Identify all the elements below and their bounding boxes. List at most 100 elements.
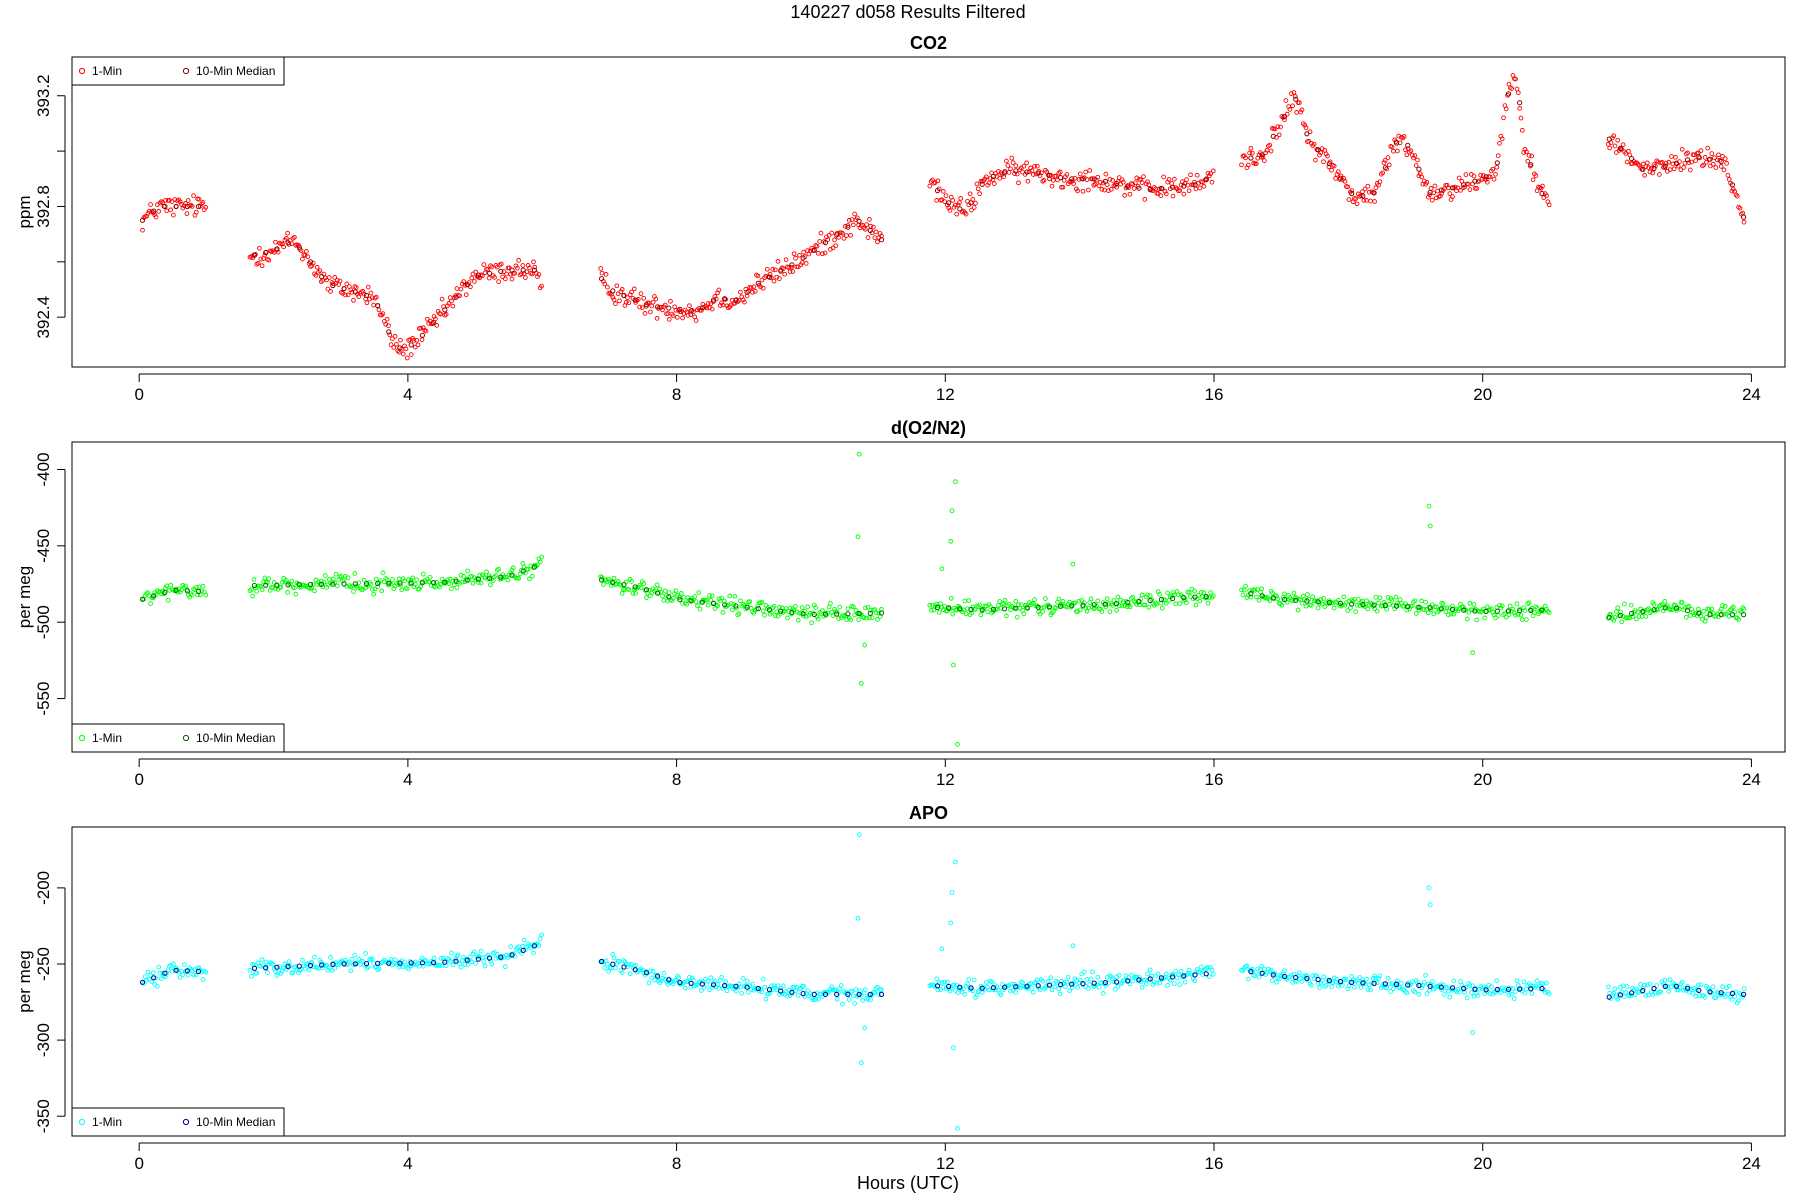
data-point bbox=[1438, 982, 1443, 987]
data-point bbox=[1253, 161, 1259, 166]
data-point bbox=[1413, 163, 1419, 168]
data-point bbox=[1720, 984, 1725, 989]
data-point bbox=[1119, 603, 1125, 609]
data-point bbox=[259, 587, 265, 593]
median-point bbox=[766, 607, 773, 613]
data-point bbox=[774, 609, 780, 615]
data-point bbox=[1173, 601, 1179, 607]
median-point bbox=[1438, 187, 1444, 193]
data-point bbox=[1644, 160, 1650, 166]
data-point bbox=[625, 295, 630, 300]
data-point bbox=[1695, 982, 1701, 988]
data-point bbox=[1709, 151, 1715, 156]
data-point bbox=[1040, 978, 1046, 984]
median-point bbox=[1539, 985, 1545, 992]
median-point bbox=[195, 588, 202, 595]
data-point bbox=[1012, 171, 1017, 176]
data-point bbox=[1705, 145, 1711, 151]
data-point bbox=[1646, 165, 1651, 170]
data-point bbox=[188, 591, 194, 597]
median-point bbox=[632, 967, 638, 973]
median-point bbox=[184, 588, 190, 594]
data-point bbox=[259, 263, 265, 269]
data-point bbox=[1361, 198, 1367, 203]
median-point bbox=[487, 955, 493, 961]
median-point bbox=[274, 582, 280, 588]
data-point bbox=[680, 315, 685, 321]
data-point bbox=[1704, 159, 1709, 165]
data-point bbox=[509, 567, 515, 573]
median-point bbox=[1069, 176, 1075, 182]
median-point bbox=[1349, 190, 1355, 197]
data-point bbox=[1163, 191, 1169, 197]
data-point bbox=[1638, 982, 1643, 987]
data-point bbox=[760, 608, 766, 614]
data-point bbox=[1052, 984, 1058, 989]
data-point bbox=[705, 301, 711, 306]
data-point bbox=[793, 255, 798, 261]
data-point bbox=[1095, 974, 1101, 980]
data-point bbox=[987, 604, 993, 609]
median-point bbox=[1673, 605, 1680, 611]
data-point bbox=[1525, 158, 1531, 164]
plot-frame bbox=[71, 56, 1786, 368]
data-point bbox=[1620, 142, 1626, 148]
data-point bbox=[646, 980, 652, 986]
median-point bbox=[509, 572, 515, 578]
data-point bbox=[991, 181, 997, 187]
median-point bbox=[1427, 605, 1433, 611]
data-point bbox=[1702, 995, 1708, 1000]
median-point bbox=[957, 984, 963, 990]
data-point bbox=[1619, 619, 1625, 625]
data-point bbox=[1061, 980, 1067, 985]
data-point bbox=[431, 314, 437, 319]
data-point bbox=[763, 996, 769, 1002]
median-point bbox=[733, 297, 739, 303]
data-point bbox=[983, 174, 989, 180]
data-point bbox=[759, 277, 765, 283]
data-point bbox=[1736, 998, 1741, 1003]
data-point bbox=[1415, 980, 1420, 986]
data-point bbox=[1327, 979, 1333, 984]
median-point bbox=[431, 580, 437, 586]
data-point bbox=[1205, 600, 1211, 606]
legend-marker bbox=[78, 67, 86, 75]
median-point bbox=[722, 982, 728, 989]
data-point bbox=[606, 969, 612, 974]
data-point bbox=[931, 607, 937, 613]
data-point bbox=[605, 961, 610, 967]
data-point bbox=[1385, 155, 1391, 160]
data-point bbox=[648, 968, 653, 974]
data-point bbox=[1403, 147, 1408, 153]
data-point bbox=[740, 297, 746, 303]
data-point bbox=[1384, 166, 1389, 172]
data-point bbox=[167, 198, 172, 203]
data-point bbox=[1311, 141, 1317, 147]
data-point bbox=[963, 983, 969, 989]
data-point bbox=[1728, 607, 1733, 613]
data-point bbox=[449, 950, 454, 956]
median-point bbox=[184, 203, 190, 210]
median-point bbox=[1360, 980, 1366, 986]
data-point bbox=[789, 264, 794, 270]
y-tick-label: 392.4 bbox=[34, 296, 53, 339]
data-point bbox=[403, 346, 409, 352]
data-point bbox=[1450, 987, 1455, 993]
data-point bbox=[610, 294, 616, 300]
outlier-point bbox=[856, 832, 862, 837]
median-point bbox=[195, 203, 202, 210]
data-point bbox=[536, 943, 542, 949]
data-point bbox=[965, 981, 970, 987]
data-point bbox=[1018, 602, 1024, 607]
data-point bbox=[1722, 604, 1728, 609]
median-point bbox=[509, 267, 515, 273]
data-point bbox=[1014, 614, 1020, 620]
data-point bbox=[1267, 598, 1273, 603]
data-point bbox=[985, 609, 990, 615]
median-point bbox=[710, 600, 717, 607]
median-point bbox=[778, 608, 784, 614]
data-point bbox=[478, 948, 484, 954]
data-point bbox=[455, 952, 461, 958]
data-point bbox=[1239, 162, 1244, 168]
data-point bbox=[1106, 188, 1111, 193]
